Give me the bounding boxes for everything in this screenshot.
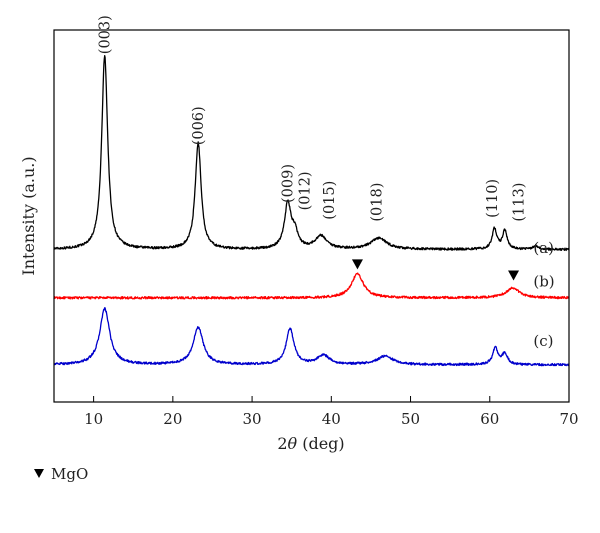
x-tick-label: 20 [163, 410, 182, 428]
x-tick-label: 60 [480, 410, 499, 428]
marker-legend: MgO [34, 465, 88, 483]
x-tick-label: 40 [322, 410, 341, 428]
peak-label: (006) [191, 106, 207, 145]
curve-label: (b) [533, 273, 554, 291]
mgo-marker [352, 259, 363, 269]
triangle-down-icon [34, 469, 44, 478]
peak-label: (009) [281, 164, 297, 203]
peak-label: (113) [511, 183, 527, 222]
curve-label: (c) [533, 332, 553, 350]
annotations-layer: (003) (006) (009) (012) (015) (018) (110) (113)… [98, 15, 555, 350]
x-tick-label: 30 [243, 410, 262, 428]
marker-legend-label: MgO [51, 465, 88, 483]
x-axis-label-base: 2 [277, 434, 287, 453]
peak-label: (003) [98, 15, 114, 54]
x-axis-label: 2θ (deg) [277, 434, 344, 453]
series-c [54, 308, 569, 366]
peak-label: (110) [485, 179, 501, 218]
peak-label: (018) [370, 183, 386, 222]
x-axis-label-theta: θ [288, 434, 298, 453]
x-axis: 10 20 30 40 50 60 70 [84, 396, 578, 428]
series-a [54, 56, 569, 251]
x-axis-label-unit: (deg) [297, 434, 345, 453]
y-axis-label: Intensity (a.u.) [19, 156, 38, 275]
x-tick-label: 50 [401, 410, 420, 428]
mgo-marker [508, 271, 519, 281]
series-b [54, 273, 569, 299]
x-tick-label: 70 [559, 410, 578, 428]
x-tick-label: 10 [84, 410, 103, 428]
peak-label: (012) [297, 171, 313, 210]
curve-label: (a) [533, 239, 554, 257]
peak-label: (015) [322, 181, 338, 220]
